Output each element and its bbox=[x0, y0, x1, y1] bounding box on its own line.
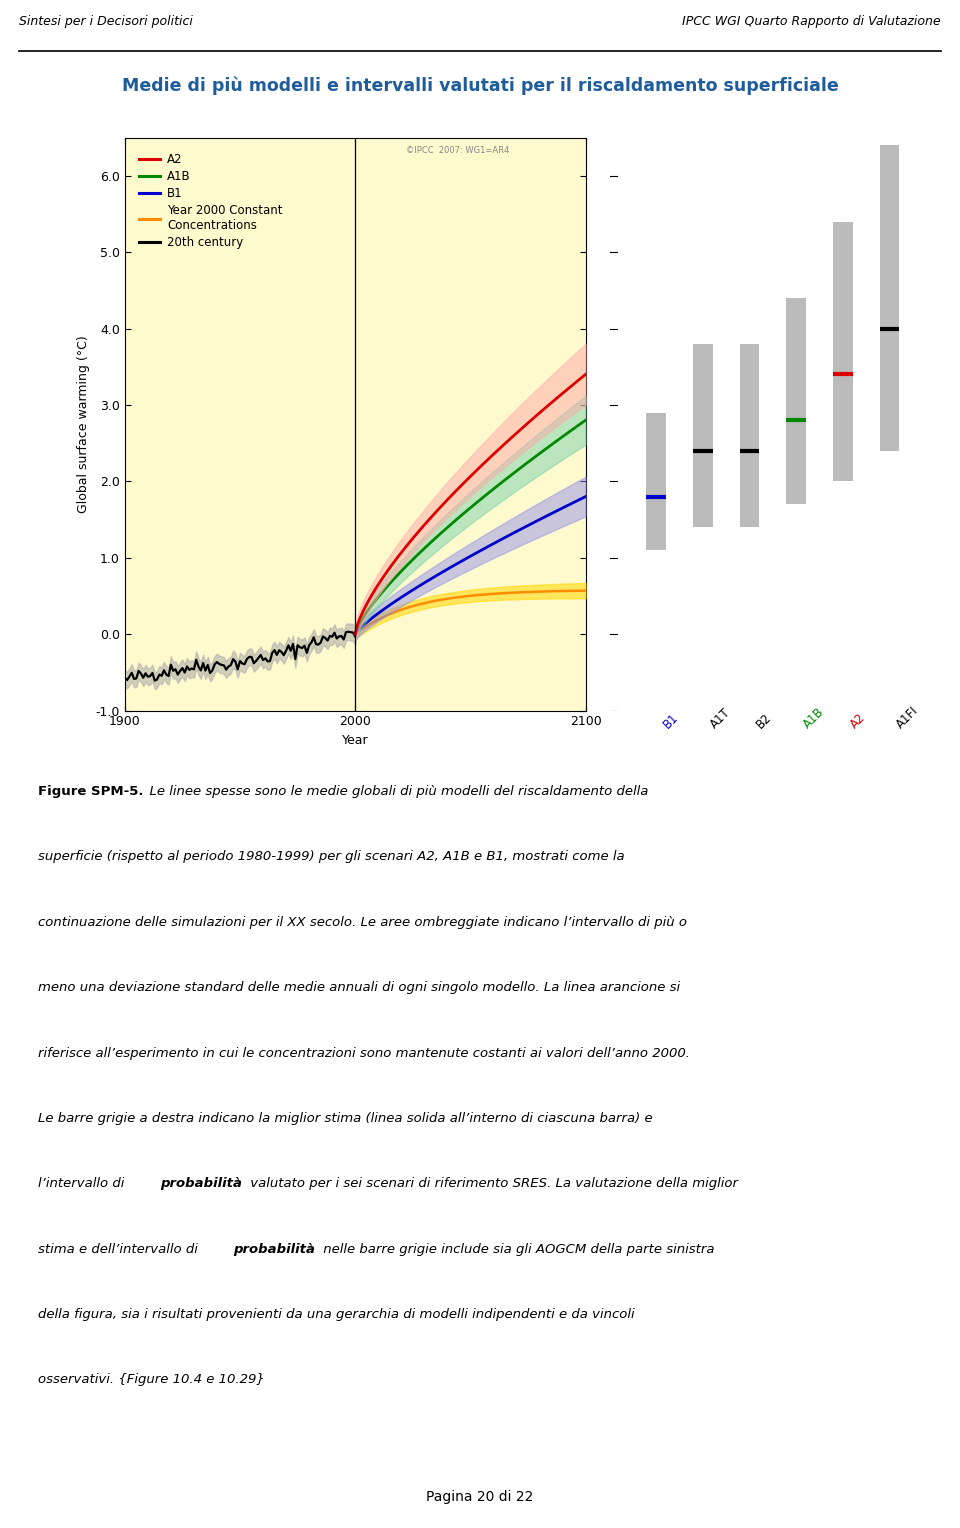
Text: A2: A2 bbox=[848, 711, 868, 732]
Bar bbox=[693, 344, 712, 527]
Text: riferisce all’esperimento in cui le concentrazioni sono mantenute costanti ai va: riferisce all’esperimento in cui le conc… bbox=[38, 1047, 690, 1059]
Text: continuazione delle simulazioni per il XX secolo. Le aree ombreggiate indicano l: continuazione delle simulazioni per il X… bbox=[38, 915, 687, 929]
Text: B1: B1 bbox=[660, 711, 682, 732]
Text: IPCC WGI Quarto Rapporto di Valutazione: IPCC WGI Quarto Rapporto di Valutazione bbox=[683, 14, 941, 28]
Text: della figura, sia i risultati provenienti da una gerarchia di modelli indipenden: della figura, sia i risultati provenient… bbox=[38, 1308, 635, 1322]
Legend: A2, A1B, B1, Year 2000 Constant
Concentrations, 20th century: A2, A1B, B1, Year 2000 Constant Concentr… bbox=[135, 150, 286, 252]
Y-axis label: Global surface warming (°C): Global surface warming (°C) bbox=[77, 335, 90, 513]
Text: l’intervallo di: l’intervallo di bbox=[38, 1177, 129, 1190]
Bar bbox=[786, 298, 805, 504]
Text: ©IPCC  2007: WG1=AR4: ©IPCC 2007: WG1=AR4 bbox=[406, 147, 509, 156]
Text: probabilità: probabilità bbox=[160, 1177, 242, 1190]
Text: osservativi. {Figure 10.4 e 10.29}: osservativi. {Figure 10.4 e 10.29} bbox=[38, 1374, 265, 1386]
Text: A1FI: A1FI bbox=[894, 704, 922, 732]
Text: probabilità: probabilità bbox=[232, 1242, 315, 1256]
Text: Figure SPM-5.: Figure SPM-5. bbox=[38, 785, 144, 798]
X-axis label: Year: Year bbox=[342, 733, 369, 747]
Text: valutato per i sei scenari di riferimento SRES. La valutazione della miglior: valutato per i sei scenari di riferiment… bbox=[246, 1177, 738, 1190]
Text: Pagina 20 di 22: Pagina 20 di 22 bbox=[426, 1490, 534, 1504]
Bar bbox=[833, 222, 852, 481]
Text: stima e dell’intervallo di: stima e dell’intervallo di bbox=[38, 1242, 203, 1256]
Text: nelle barre grigie include sia gli AOGCM della parte sinistra: nelle barre grigie include sia gli AOGCM… bbox=[320, 1242, 715, 1256]
Text: Sintesi per i Decisori politici: Sintesi per i Decisori politici bbox=[19, 14, 193, 28]
Text: Le linee spesse sono le medie globali di più modelli del riscaldamento della: Le linee spesse sono le medie globali di… bbox=[141, 785, 649, 798]
Text: Le barre grigie a destra indicano la miglior stima (linea solida all’interno di : Le barre grigie a destra indicano la mig… bbox=[38, 1112, 653, 1125]
Text: B2: B2 bbox=[755, 711, 775, 732]
Text: meno una deviazione standard delle medie annuali di ogni singolo modello. La lin: meno una deviazione standard delle medie… bbox=[38, 981, 681, 995]
Text: Medie di più modelli e intervalli valutati per il riscaldamento superficiale: Medie di più modelli e intervalli valuta… bbox=[122, 76, 838, 95]
Text: A1T: A1T bbox=[708, 706, 732, 732]
Bar bbox=[879, 145, 900, 451]
Text: superficie (rispetto al periodo 1980-1999) per gli scenari A2, A1B e B1, mostrat: superficie (rispetto al periodo 1980-199… bbox=[38, 851, 625, 863]
Bar bbox=[740, 344, 759, 527]
Text: A1B: A1B bbox=[801, 706, 827, 732]
Bar bbox=[646, 413, 666, 550]
